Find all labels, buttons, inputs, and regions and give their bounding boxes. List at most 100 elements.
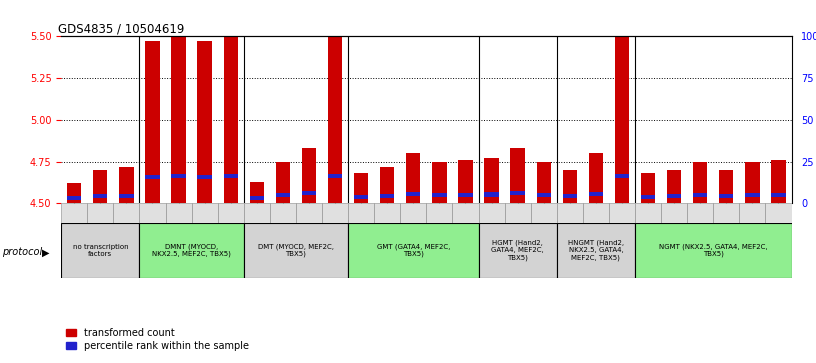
Bar (588, 153, 603, 203)
Bar (302, 148, 316, 203)
Bar (171, 36, 186, 203)
Bar (771, 193, 786, 197)
Legend: transformed count, percentile rank within the sample: transformed count, percentile rank withi… (66, 328, 249, 351)
Bar (635, 223, 792, 278)
Bar (459, 193, 472, 197)
Bar (641, 195, 655, 199)
Bar (354, 173, 368, 203)
Bar (693, 193, 707, 197)
Bar (348, 203, 375, 223)
Bar (296, 203, 322, 223)
Bar (667, 170, 681, 203)
Bar (485, 158, 499, 203)
Bar (511, 191, 525, 195)
Bar (504, 203, 530, 223)
Bar (583, 203, 609, 223)
Bar (765, 203, 792, 223)
Text: HNGMT (Hand2,
NKX2.5, GATA4,
MEF2C, TBX5): HNGMT (Hand2, NKX2.5, GATA4, MEF2C, TBX5… (568, 240, 624, 261)
Text: GMT (GATA4, MEF2C,
TBX5): GMT (GATA4, MEF2C, TBX5) (377, 244, 450, 257)
Bar (171, 174, 186, 178)
Bar (140, 223, 244, 278)
Bar (302, 191, 316, 195)
Bar (771, 160, 786, 203)
Bar (250, 182, 264, 203)
Bar (401, 203, 426, 223)
Bar (557, 203, 583, 223)
Bar (661, 203, 687, 223)
Bar (93, 194, 108, 198)
Text: ▶: ▶ (42, 247, 50, 257)
Bar (426, 203, 452, 223)
Text: no transcription
factors: no transcription factors (73, 244, 128, 257)
Bar (478, 223, 557, 278)
Bar (485, 192, 499, 196)
Bar (276, 162, 290, 203)
Bar (61, 203, 87, 223)
Bar (537, 193, 551, 197)
Bar (687, 203, 713, 223)
Bar (197, 41, 212, 203)
Bar (145, 175, 160, 179)
Bar (537, 162, 551, 203)
Bar (452, 203, 478, 223)
Bar (745, 162, 760, 203)
Bar (530, 203, 557, 223)
Bar (609, 203, 635, 223)
Bar (380, 167, 394, 203)
Bar (588, 192, 603, 196)
Bar (713, 203, 739, 223)
Bar (354, 195, 368, 199)
Bar (61, 223, 140, 278)
Bar (93, 170, 108, 203)
Bar (348, 223, 478, 278)
Bar (276, 193, 290, 197)
Bar (432, 193, 446, 197)
Bar (192, 203, 218, 223)
Bar (745, 193, 760, 197)
Bar (218, 203, 244, 223)
Bar (375, 203, 401, 223)
Bar (511, 148, 525, 203)
Bar (270, 203, 296, 223)
Bar (244, 223, 348, 278)
Bar (328, 36, 342, 203)
Text: NGMT (NKX2.5, GATA4, MEF2C,
TBX5): NGMT (NKX2.5, GATA4, MEF2C, TBX5) (659, 244, 768, 257)
Text: protocol: protocol (2, 247, 42, 257)
Bar (322, 203, 348, 223)
Bar (557, 223, 635, 278)
Bar (641, 173, 655, 203)
Bar (328, 174, 342, 178)
Bar (119, 167, 134, 203)
Bar (67, 183, 82, 203)
Bar (667, 194, 681, 198)
Bar (459, 160, 472, 203)
Text: DMT (MYOCD, MEF2C,
TBX5): DMT (MYOCD, MEF2C, TBX5) (258, 244, 334, 257)
Bar (166, 203, 192, 223)
Bar (244, 203, 270, 223)
Bar (563, 194, 577, 198)
Bar (635, 203, 661, 223)
Bar (113, 203, 140, 223)
Text: DMNT (MYOCD,
NKX2.5, MEF2C, TBX5): DMNT (MYOCD, NKX2.5, MEF2C, TBX5) (152, 244, 231, 257)
Bar (87, 203, 113, 223)
Bar (197, 175, 212, 179)
Bar (719, 194, 734, 198)
Bar (719, 170, 734, 203)
Bar (67, 196, 82, 200)
Bar (406, 192, 420, 196)
Bar (614, 36, 629, 203)
Bar (563, 170, 577, 203)
Bar (119, 193, 134, 198)
Text: GDS4835 / 10504619: GDS4835 / 10504619 (58, 22, 184, 35)
Bar (380, 193, 394, 198)
Bar (614, 174, 629, 178)
Bar (145, 41, 160, 203)
Text: HGMT (Hand2,
GATA4, MEF2C,
TBX5): HGMT (Hand2, GATA4, MEF2C, TBX5) (491, 240, 544, 261)
Bar (693, 162, 707, 203)
Bar (739, 203, 765, 223)
Bar (224, 174, 238, 178)
Bar (224, 36, 238, 203)
Bar (140, 203, 166, 223)
Bar (478, 203, 504, 223)
Bar (432, 162, 446, 203)
